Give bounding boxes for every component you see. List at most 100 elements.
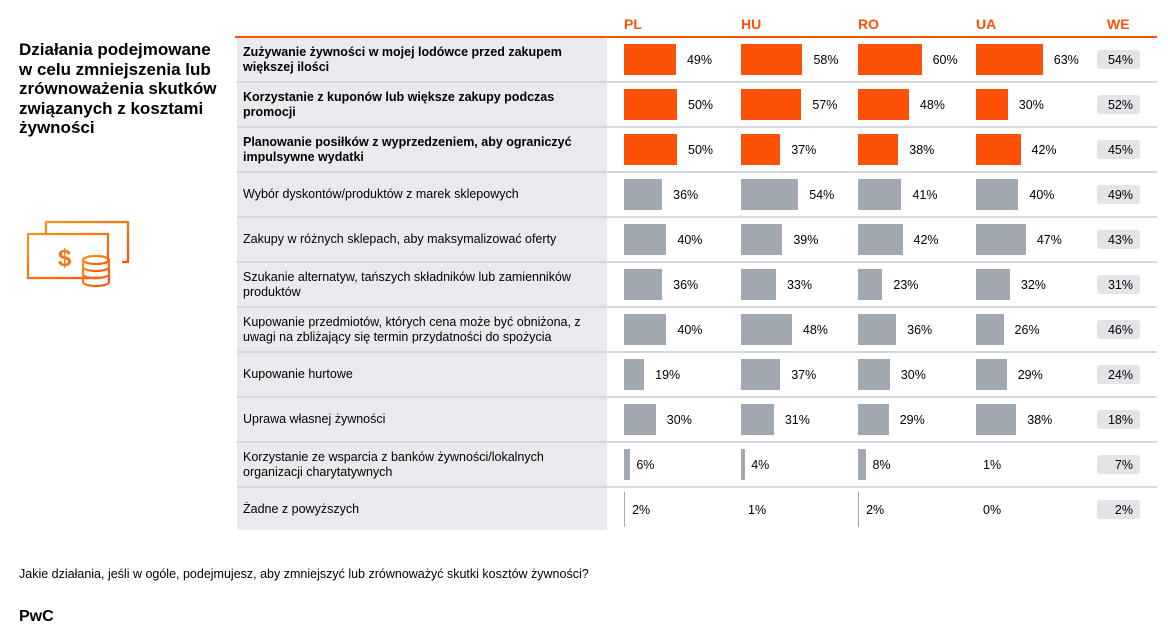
bar-ro: [858, 404, 889, 435]
value-label-ua: 29%: [1017, 367, 1043, 382]
row-label: Korzystanie ze wsparcia z banków żywnośc…: [243, 449, 544, 479]
row-label: Szukanie alternatyw, tańszych składników…: [243, 269, 571, 299]
bar-pl: [624, 89, 677, 120]
bar-ua: [976, 179, 1019, 210]
value-label-pl: 6%: [636, 457, 655, 472]
value-label-hu: 33%: [786, 277, 812, 292]
value-label-ro: 2%: [866, 502, 885, 517]
bar-hu: [741, 134, 781, 165]
value-label-hu: 39%: [793, 232, 819, 247]
value-label-pl: 30%: [666, 412, 692, 427]
column-header-hu: HU: [741, 16, 762, 32]
we-value-badge: 7%: [1097, 455, 1140, 474]
value-label-ua: 0%: [983, 502, 1002, 517]
value-label-ro: 23%: [893, 277, 919, 292]
bar-hu: [741, 404, 774, 435]
table-row: Planowanie posiłków z wyprzedzeniem, aby…: [237, 128, 1157, 173]
row-label: Korzystanie z kuponów lub większe zakupy…: [243, 89, 555, 119]
value-label-ua: 26%: [1014, 322, 1040, 337]
row-divider: [237, 351, 1157, 353]
bar-pl: [624, 179, 663, 210]
bar-ua: [976, 404, 1017, 435]
bar-ro: [858, 89, 909, 120]
survey-question: Jakie działania, jeśli w ogóle, podejmuj…: [19, 567, 589, 581]
bar-hu: [741, 359, 781, 390]
value-label-ro: 60%: [932, 52, 958, 67]
row-label: Kupowanie przedmiotów, których cena może…: [243, 314, 581, 344]
bar-ua: [976, 269, 1010, 300]
money-and-coins-icon: $: [24, 218, 134, 288]
brand-logo-text: PwC: [19, 608, 54, 625]
value-label-ua: 32%: [1020, 277, 1046, 292]
value-label-ro: 29%: [899, 412, 925, 427]
table-row: Żadne z powyższych 2% 1% 2% 0% 2%: [237, 488, 1157, 533]
chart-title: Działania podejmowane w celu zmniejszeni…: [19, 40, 217, 137]
table-row: Kupowanie hurtowe 19% 37% 30% 29% 24%: [237, 353, 1157, 398]
value-label-hu: 48%: [802, 322, 828, 337]
bar-pl: [624, 269, 663, 300]
table-row: Uprawa własnej żywności 30% 31% 29% 38% 18%: [237, 398, 1157, 443]
value-label-hu: 54%: [809, 187, 835, 202]
row-label: Planowanie posiłków z wyprzedzeniem, aby…: [243, 134, 572, 164]
bar-ua: [976, 44, 1043, 75]
bar-ro: [858, 44, 922, 75]
value-label-ua: 1%: [983, 457, 1002, 472]
bar-hu: [741, 224, 783, 255]
table-row: Zużywanie żywności w mojej lodówce przed…: [237, 38, 1157, 83]
value-label-pl: 40%: [677, 232, 703, 247]
value-label-ro: 30%: [900, 367, 926, 382]
bar-pl: [624, 314, 667, 345]
bar-ro: [858, 224, 903, 255]
table-row: Korzystanie z kuponów lub większe zakupy…: [237, 83, 1157, 128]
value-label-pl: 2%: [632, 502, 651, 517]
bar-hu: [741, 269, 776, 300]
row-label: Żadne z powyższych: [243, 502, 360, 516]
header-rule: [235, 36, 1157, 38]
value-label-pl: 40%: [677, 322, 703, 337]
value-label-pl: 19%: [655, 367, 681, 382]
value-label-pl: 36%: [673, 187, 699, 202]
value-label-pl: 49%: [686, 52, 712, 67]
bar-ua: [976, 314, 1004, 345]
column-header-ro: RO: [858, 16, 879, 32]
value-label-pl: 50%: [688, 97, 714, 112]
column-header-ua: UA: [976, 16, 997, 32]
bar-pl: [624, 44, 676, 75]
we-value-badge: 54%: [1097, 50, 1140, 69]
bar-ro: [858, 492, 859, 527]
we-value-badge: 49%: [1097, 185, 1140, 204]
we-value-badge: 24%: [1097, 365, 1140, 384]
value-label-pl: 50%: [688, 142, 714, 157]
value-label-ro: 38%: [909, 142, 935, 157]
value-label-hu: 31%: [784, 412, 810, 427]
value-label-hu: 57%: [812, 97, 838, 112]
value-label-ua: 38%: [1027, 412, 1053, 427]
value-label-ro: 42%: [913, 232, 939, 247]
row-label: Zużywanie żywności w mojej lodówce przed…: [243, 44, 562, 74]
bar-hu: [741, 314, 792, 345]
bar-pl: [624, 134, 677, 165]
bar-pl: [624, 404, 656, 435]
bar-ro: [858, 134, 899, 165]
bar-ua: [976, 224, 1026, 255]
table-row: Kupowanie przedmiotów, których cena może…: [237, 308, 1157, 353]
row-divider: [237, 441, 1157, 443]
value-label-hu: 1%: [748, 502, 767, 517]
row-divider: [237, 81, 1157, 83]
label-column-bg: [237, 38, 607, 530]
we-value-badge: 43%: [1097, 230, 1140, 249]
column-header-pl: PL: [624, 16, 642, 32]
bar-ua: [976, 359, 1007, 390]
value-label-ua: 42%: [1031, 142, 1057, 157]
bar-hu: [741, 44, 803, 75]
bar-ro: [858, 314, 897, 345]
bar-ro: [858, 449, 867, 480]
we-value-badge: 52%: [1097, 95, 1140, 114]
row-divider: [237, 306, 1157, 308]
bar-hu: [741, 179, 799, 210]
row-divider: [237, 486, 1157, 488]
value-label-ro: 41%: [912, 187, 938, 202]
table-row: Wybór dyskontów/produktów z marek sklepo…: [237, 173, 1157, 218]
bar-pl: [624, 449, 631, 480]
bar-ua: [976, 134, 1021, 165]
